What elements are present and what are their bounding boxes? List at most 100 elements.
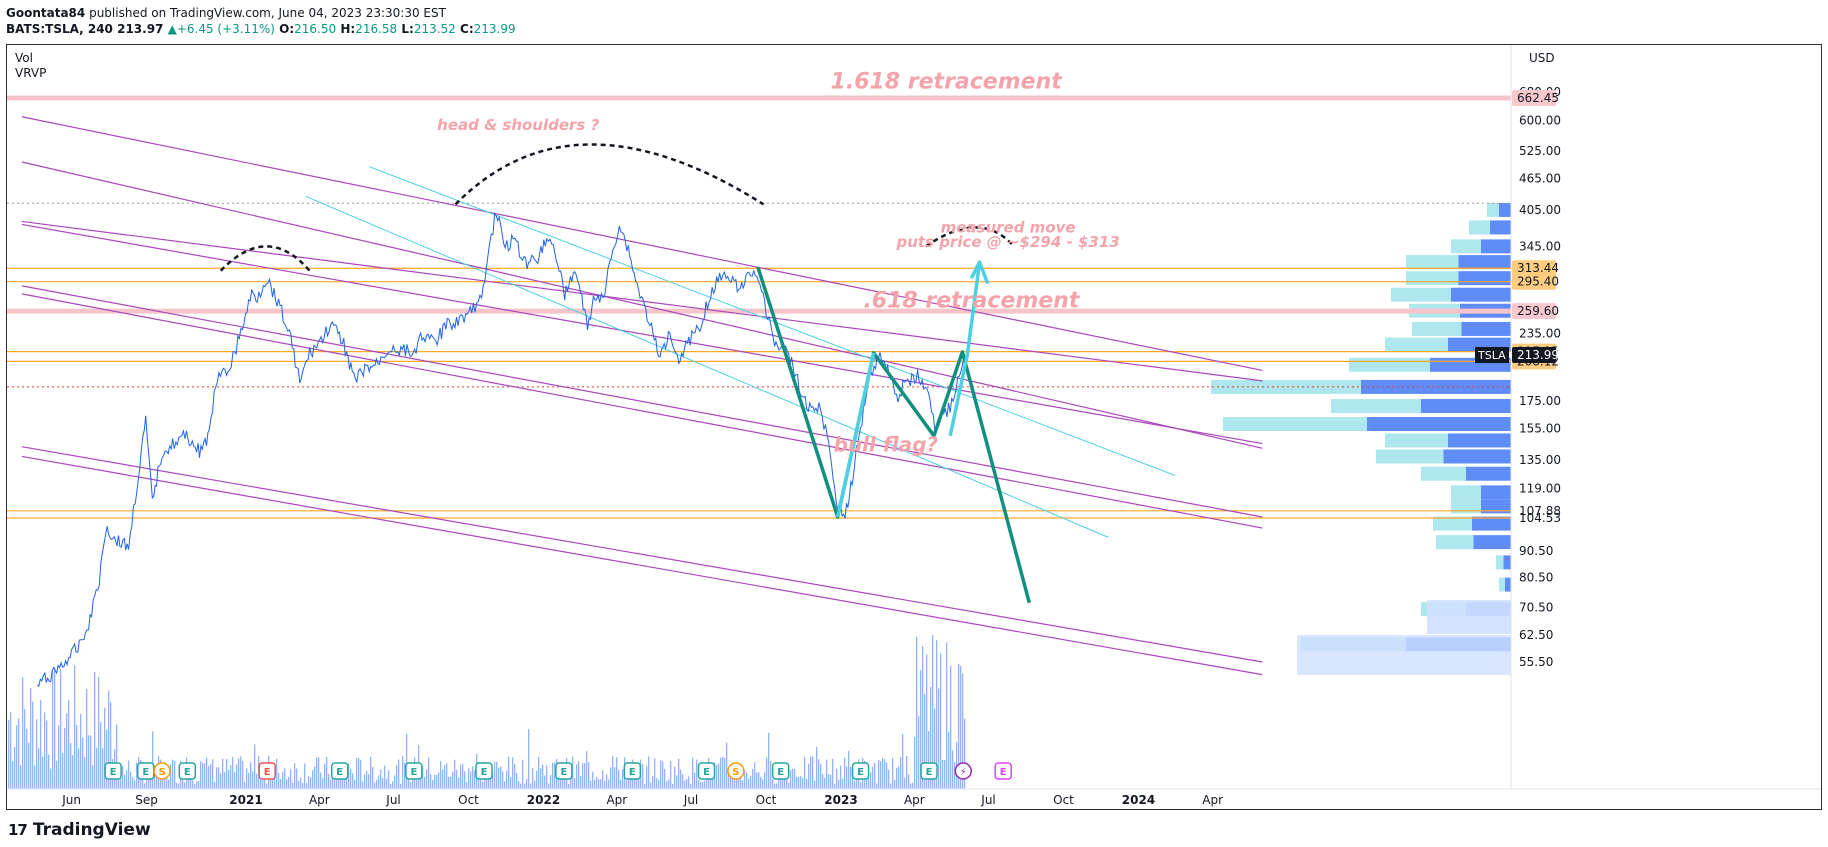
dividend-marker-label: S [158, 767, 165, 778]
volume-bar [54, 667, 56, 789]
volume-bar [348, 763, 350, 789]
volume-bar [118, 779, 120, 789]
volume-bar [88, 735, 90, 789]
symbol-label[interactable]: BATS:TSLA, 240 [6, 22, 113, 36]
volume-bar [222, 758, 224, 789]
volume-bar [402, 756, 404, 789]
volume-bar [10, 712, 12, 789]
currency-label: USD [1529, 51, 1555, 65]
volume-bar [148, 772, 150, 789]
volume-bar [620, 779, 622, 789]
volume-profile-bin [1472, 516, 1511, 531]
tradingview-brand[interactable]: 17 TradingView [8, 820, 151, 840]
volume-bar [450, 776, 452, 789]
earnings-marker [258, 762, 276, 780]
price-tick-label: 62.50 [1519, 628, 1553, 642]
chart-annotation: 1.618 retracement [831, 70, 1064, 95]
volume-bar [200, 761, 202, 789]
volume-profile-bin [1412, 321, 1462, 336]
volume-bar [302, 783, 304, 789]
chart-frame[interactable]: 1.618 retracement .618 retracement head & … [6, 44, 1822, 810]
volume-bar [760, 776, 762, 789]
volume-bar [644, 783, 646, 789]
price-chart[interactable]: 1.618 retracement .618 retracement head & … [7, 45, 1821, 809]
volume-bar [422, 766, 424, 789]
volume-bar [612, 755, 614, 789]
volume-bar [362, 781, 364, 789]
earnings-marker-label: E [264, 767, 271, 778]
earnings-marker [555, 762, 573, 780]
close-label: C: [460, 22, 474, 36]
volume-bar [284, 768, 286, 789]
volume-bar [704, 780, 706, 789]
volume-bar [370, 756, 372, 789]
volume-bar [94, 672, 96, 789]
volume-bar [748, 778, 750, 789]
volume-bar [896, 767, 898, 789]
volume-bar [618, 769, 620, 789]
volume-bar [470, 771, 472, 789]
volume-bar [944, 760, 946, 789]
volume-bar [300, 777, 302, 789]
trendline [21, 161, 1263, 449]
volume-bar [522, 759, 524, 789]
volume-bar [408, 775, 410, 789]
horizontal-levels [7, 95, 1511, 519]
volume-bar [130, 771, 132, 789]
volume-bar [852, 776, 854, 789]
volume-bar [672, 783, 674, 789]
volume-bar [802, 778, 804, 789]
volume-bar [548, 783, 550, 789]
volume-bar [846, 766, 848, 789]
dividend-marker [727, 762, 745, 780]
volume-bar [194, 783, 196, 789]
volume-bar [752, 768, 754, 789]
volume-bar [592, 771, 594, 789]
volume-bar [898, 766, 900, 789]
volume-bar [166, 769, 168, 789]
volume-bar [50, 768, 52, 789]
earnings-marker-label: E [926, 767, 933, 778]
price-tick-label: 405.00 [1519, 203, 1561, 217]
volume-bar [790, 770, 792, 789]
publisher-name[interactable]: Goontata84 [6, 6, 86, 20]
volume-bar [570, 775, 572, 789]
last-price: 213.97 [117, 22, 164, 36]
volume-bar [962, 673, 964, 789]
volume-bar [918, 716, 920, 789]
volume-bar [240, 756, 242, 789]
dividend-marker-label: S [732, 767, 739, 778]
volume-bar [886, 762, 888, 789]
volume-bar [398, 759, 400, 789]
price-tag-label: 313.44 [1517, 261, 1559, 275]
price-tick-label: 104.53 [1519, 511, 1561, 525]
volume-bar [554, 762, 556, 789]
volume-bar [388, 770, 390, 789]
volume-bar [840, 765, 842, 789]
volume-bar [696, 759, 698, 789]
volume-bar [792, 768, 794, 789]
volume-bar [376, 779, 378, 789]
volume-bar [314, 766, 316, 789]
volume-bar [92, 765, 94, 789]
volume-bar [316, 757, 318, 789]
volume-bar [40, 700, 42, 789]
time-tick-label: 2023 [824, 793, 857, 807]
volume-bar [218, 767, 220, 789]
volume-bar [202, 762, 204, 789]
volume-bar [948, 731, 950, 789]
chart-annotation: puts price @ ~$294 - $313 [895, 233, 1119, 251]
volume-bar [460, 764, 462, 789]
volume-bar [378, 775, 380, 789]
trendline [21, 223, 1263, 445]
volume-bar [508, 756, 510, 789]
indicator-vrvp-label: VRVP [15, 66, 46, 80]
volume-bar [374, 782, 376, 789]
brand-text: TradingView [32, 820, 151, 840]
volume-profile-bin [1391, 287, 1451, 302]
volume-bar [8, 720, 10, 789]
volume-bar [444, 765, 446, 789]
low-value: 213.52 [413, 22, 456, 36]
volume-bar [766, 757, 768, 789]
volume-bar [746, 772, 748, 789]
